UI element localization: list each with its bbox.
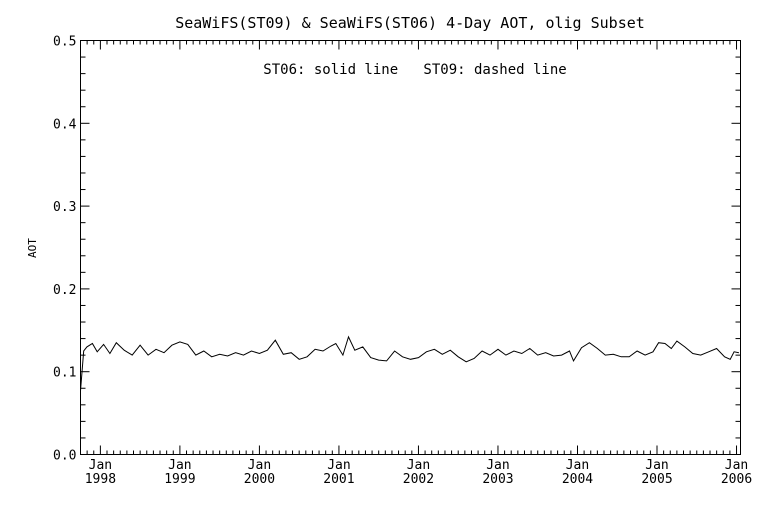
y-tick-label: 0.5	[53, 35, 76, 50]
x-tick-year: 2005	[641, 472, 672, 487]
y-tick-label: 0.1	[53, 366, 76, 381]
x-tick-month: Jan	[89, 458, 112, 473]
x-tick-month: Jan	[725, 458, 748, 473]
x-tick-month: Jan	[327, 458, 350, 473]
y-axis: 0.0 0.1 0.2 0.3 0.4 0.5	[53, 35, 741, 464]
y-tick-label: 0.4	[53, 117, 77, 132]
x-tick-year: 2001	[323, 472, 354, 487]
x-tick-month: Jan	[407, 458, 430, 473]
y-tick-label: 0.0	[53, 449, 76, 464]
x-tick-year: 2000	[244, 472, 275, 487]
x-tick-month: Jan	[486, 458, 509, 473]
plot-frame	[80, 40, 741, 455]
x-tick-year: 1998	[85, 472, 116, 487]
x-tick-year: 2003	[482, 472, 513, 487]
x-tick-year: 1999	[164, 472, 195, 487]
y-axis-label: AOT	[26, 238, 39, 258]
x-tick-year: 2004	[562, 472, 593, 487]
y-tick-label: 0.2	[53, 283, 76, 298]
x-axis: Jan1998Jan1999Jan2000Jan2001Jan2002Jan20…	[80, 40, 752, 487]
chart-title: SeaWiFS(ST09) & SeaWiFS(ST06) 4-Day AOT,…	[175, 14, 645, 32]
x-tick-year: 2002	[403, 472, 434, 487]
series-layer	[80, 335, 739, 391]
x-tick-month: Jan	[645, 458, 668, 473]
line-style-annotation: ST06: solid line ST09: dashed line	[263, 62, 566, 78]
x-tick-month: Jan	[566, 458, 589, 473]
y-tick-label: 0.3	[53, 200, 76, 215]
x-tick-month: Jan	[248, 458, 271, 473]
x-tick-year: 2006	[721, 472, 752, 487]
x-tick-month: Jan	[168, 458, 191, 473]
series-line-st06	[80, 335, 739, 391]
